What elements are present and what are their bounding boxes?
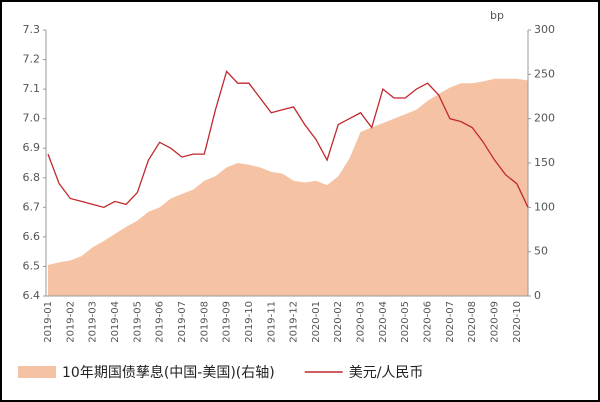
legend-label: 10年期国债孳息(中国-美国)(右轴): [62, 364, 275, 381]
y2-unit: bp: [490, 9, 504, 22]
line: [47, 70, 529, 209]
x-tick-label: 2019-08: [199, 301, 210, 343]
x-tick-label: 2019-12: [289, 301, 300, 343]
x-tick-label: 2019-07: [177, 301, 188, 343]
y2-tick-label: 50: [534, 245, 548, 258]
x-tick-label: 2020-06: [423, 301, 434, 343]
x-tick-label: 2019-04: [110, 301, 121, 343]
y-tick-label: 7.3: [23, 23, 41, 36]
x-tick-label: 2019-05: [132, 301, 143, 343]
x-tick-label: 2020-09: [490, 301, 501, 343]
y2-tick-label: 300: [534, 23, 555, 36]
x-tick-label: 2020-10: [512, 301, 523, 343]
y-tick-label: 6.8: [23, 171, 41, 184]
x-tick-label: 2020-08: [467, 301, 478, 343]
y2-tick-label: 200: [534, 112, 555, 125]
x-tick-label: 2019-09: [222, 301, 233, 343]
x-tick-label: 2020-04: [378, 301, 389, 343]
y-tick-label: 6.7: [23, 200, 41, 213]
y2-tick-label: 0: [534, 289, 541, 302]
y-tick-label: 6.5: [23, 259, 41, 272]
y-tick-label: 6.6: [23, 230, 41, 243]
legend-label: 美元/人民币: [349, 365, 424, 381]
y-tick-label: 6.4: [23, 289, 41, 302]
x-tick-label: 2019-11: [266, 301, 277, 343]
x-tick-label: 2020-05: [400, 301, 411, 343]
x-tick-label: 2020-07: [445, 301, 456, 343]
x-tick-label: 2019-02: [65, 301, 76, 343]
x-tick-label: 2019-06: [155, 301, 166, 343]
x-tick-label: 2019-01: [43, 301, 54, 343]
y-tick-label: 7.0: [23, 112, 41, 125]
area: [48, 78, 528, 297]
y-tick-label: 6.9: [23, 141, 41, 154]
y2-tick-label: 250: [534, 67, 555, 80]
legend-swatch: [18, 366, 56, 378]
y-tick-label: 7.1: [23, 82, 41, 95]
y2-tick-label: 150: [534, 156, 555, 169]
x-tick-label: 2020-01: [311, 301, 322, 343]
x-tick-label: 2020-02: [333, 301, 344, 343]
x-tick-label: 2020-03: [356, 301, 367, 343]
y2-tick-label: 100: [534, 200, 555, 213]
y-tick-label: 7.2: [23, 53, 41, 66]
x-tick-label: 2019-03: [88, 301, 99, 343]
x-tick-label: 2019-10: [244, 301, 255, 343]
